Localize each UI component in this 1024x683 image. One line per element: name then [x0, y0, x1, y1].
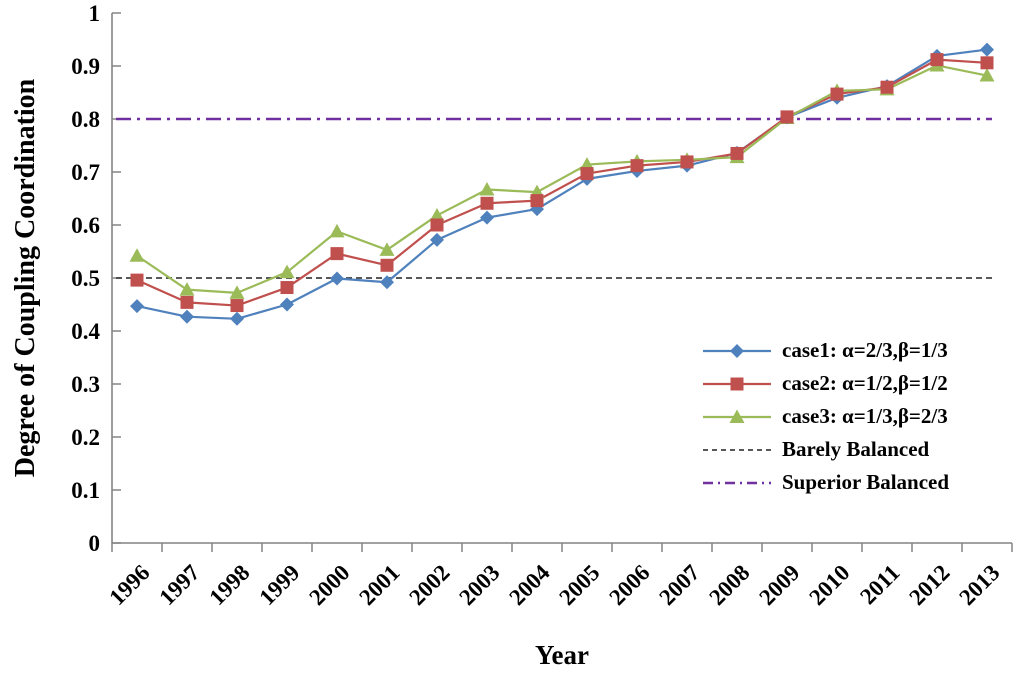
data-point-case3-2003 [479, 181, 495, 196]
data-point-case2-1996 [130, 273, 144, 287]
y-tick-label: 0.4 [71, 319, 100, 344]
x-tick-label: 2009 [754, 560, 804, 610]
series-line-case3 [136, 64, 988, 294]
x-tick-label: 2008 [704, 560, 754, 610]
legend-label-case3: case3: α=1/3,β=2/3 [782, 404, 948, 428]
legend-line-marker-case3-icon [703, 409, 771, 423]
data-point-case2-2002 [430, 218, 444, 232]
legend-item-case2: case2: α=1/2,β=1/2 [702, 367, 949, 400]
y-axis-title: Degree of Coupling Coordination [10, 78, 41, 478]
data-point-case2-1997 [180, 295, 194, 309]
data-point-case1-2001 [380, 275, 394, 290]
data-point-case1-2000 [330, 271, 344, 286]
data-point-case2-2009 [780, 110, 794, 124]
data-point-case2-2001 [380, 258, 394, 272]
x-tick-label: 2010 [804, 560, 854, 610]
data-point-case2-2005 [580, 167, 594, 181]
legend-dashdot-line-icon [703, 481, 771, 484]
data-point-case3-2002 [429, 207, 445, 222]
y-tick-label: 1 [89, 1, 101, 26]
data-point-case1-2003 [480, 210, 494, 225]
legend-marker [730, 377, 744, 390]
x-tick-label: 2002 [404, 560, 454, 610]
x-tick-label: 1999 [254, 560, 304, 610]
data-point-case3-1996 [129, 248, 145, 262]
legend-item-case1: case1: α=2/3,β=1/3 [702, 334, 949, 367]
data-point-case3-2013 [979, 68, 995, 82]
x-tick-label: 2012 [904, 560, 954, 610]
data-point-case2-1998 [230, 299, 244, 313]
x-tick-label: 1996 [104, 560, 154, 610]
x-tick-label: 2004 [504, 560, 555, 611]
x-tick-label: 1997 [154, 560, 204, 610]
x-axis-title: Year [535, 640, 589, 670]
data-point-case1-1999 [280, 297, 294, 312]
y-tick-label: 0.7 [71, 160, 100, 185]
data-point-case3-2000 [329, 223, 345, 238]
data-point-case3-1997 [179, 282, 195, 296]
x-tick-label: 2000 [304, 560, 354, 610]
data-point-case1-1997 [180, 309, 194, 324]
y-tick-label: 0.8 [71, 107, 100, 132]
data-point-case1-2013 [980, 42, 994, 57]
legend-item-case3: case3: α=1/3,β=2/3 [702, 400, 949, 433]
x-tick-label: 2003 [454, 560, 504, 610]
legend-item-superior-balanced: Superior Balanced [702, 466, 949, 499]
data-point-case2-2003 [480, 196, 494, 210]
y-tick-label: 0.6 [71, 213, 100, 238]
data-point-case2-2010 [830, 87, 844, 101]
y-tick-label: 0 [89, 531, 101, 556]
legend-marker [730, 343, 744, 358]
x-tick-label: 2011 [855, 560, 904, 609]
x-tick-label: 2005 [554, 560, 604, 610]
legend-label-case2: case2: α=1/2,β=1/2 [782, 371, 948, 395]
data-point-case2-2008 [730, 146, 744, 160]
legend-marker [729, 409, 745, 423]
data-point-case2-2004 [530, 194, 544, 208]
series-line-case2 [136, 58, 988, 307]
x-tick-label: 2007 [654, 560, 704, 610]
x-tick-label: 1998 [204, 560, 254, 610]
data-point-case2-2006 [630, 159, 644, 173]
legend-line-marker-case2-icon [703, 377, 771, 390]
legend-label-superior-balanced: Superior Balanced [782, 470, 950, 494]
x-tick-label: 2006 [604, 560, 654, 610]
data-point-case1-1996 [130, 299, 144, 314]
y-tick-label: 0.1 [71, 478, 100, 503]
data-point-case3-1999 [279, 264, 295, 279]
data-point-case1-2002 [430, 232, 444, 247]
legend-dashed-line-icon [703, 448, 771, 451]
data-point-case2-2012 [930, 53, 944, 67]
series-line-case1 [136, 48, 988, 320]
y-tick-label: 0.3 [71, 372, 100, 397]
data-point-case2-2000 [330, 247, 344, 261]
legend-label-barely-balanced: Barely Balanced [782, 437, 930, 461]
legend-line-marker-case1-icon [703, 343, 771, 358]
data-point-case2-2013 [980, 56, 994, 70]
y-tick-label: 0.2 [71, 425, 100, 450]
data-point-case2-2007 [680, 155, 694, 169]
data-point-case2-2011 [880, 80, 894, 94]
legend-label-case1: case1: α=2/3,β=1/3 [782, 338, 948, 362]
y-tick-label: 0.9 [71, 54, 100, 79]
x-tick-label: 2013 [954, 560, 1004, 610]
y-tick-label: 0.5 [71, 266, 100, 291]
chart-legend: case1: α=2/3,β=1/3 case2: α=1/2,β=1/2 ca… [702, 334, 949, 499]
data-point-case1-1998 [230, 311, 244, 326]
data-point-case2-1999 [280, 281, 294, 295]
data-point-case3-2001 [379, 242, 395, 256]
data-point-case3-1998 [229, 285, 245, 299]
legend-item-barely-balanced: Barely Balanced [702, 433, 949, 466]
x-tick-label: 2001 [354, 560, 404, 610]
